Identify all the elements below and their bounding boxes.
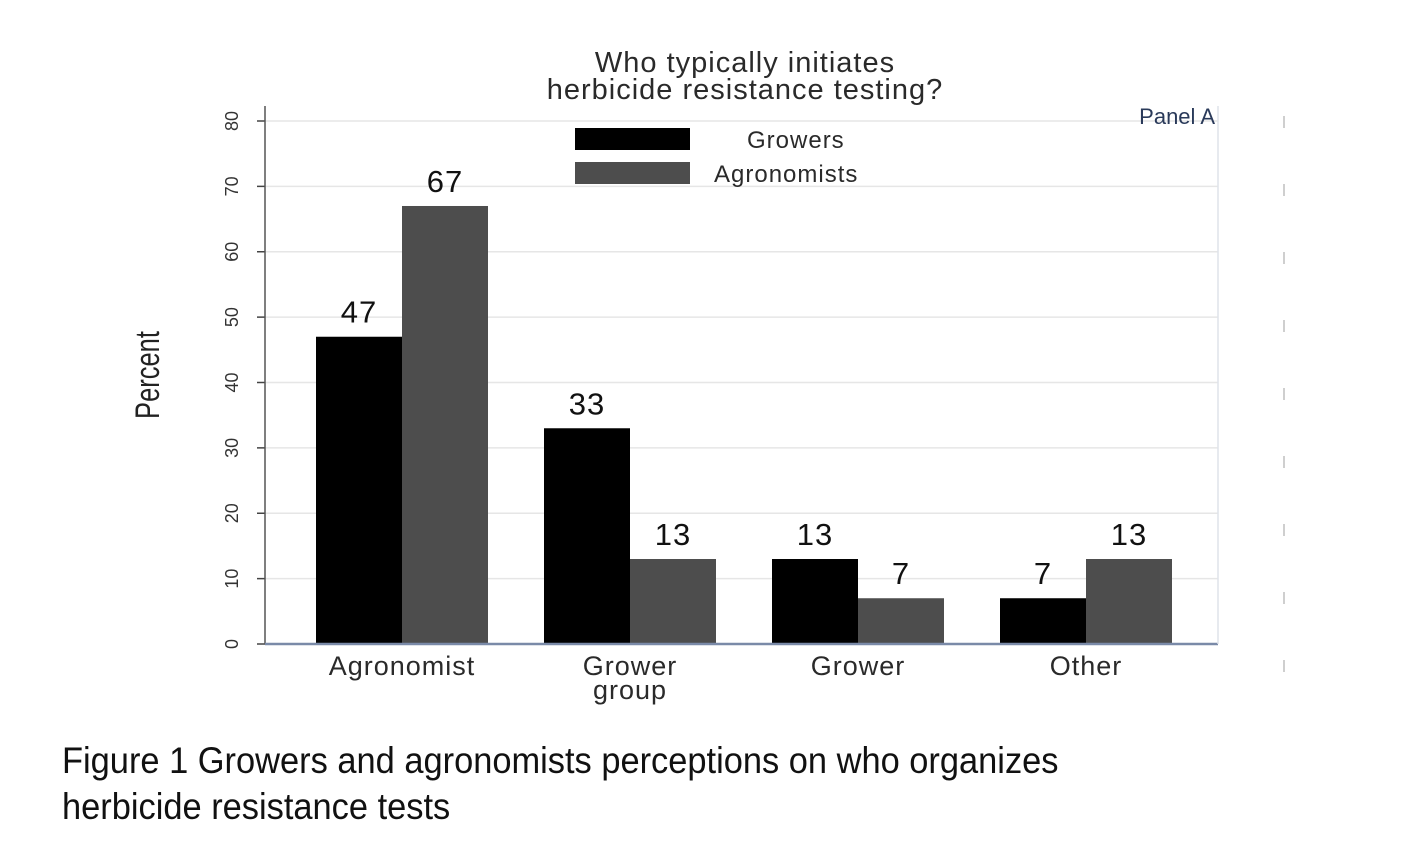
- y-tick-label: 20: [222, 503, 242, 523]
- y-tick-label: 30: [222, 438, 242, 458]
- bar-growers-2: [772, 559, 858, 644]
- figure-caption: Figure 1 Growers and agronomists percept…: [62, 738, 1271, 830]
- data-label: 13: [1111, 517, 1147, 552]
- y-tick-label: 40: [222, 372, 242, 392]
- chart-title-line: Who typically initiates: [595, 47, 895, 79]
- caption-line-1: Figure 1 Growers and agronomists percept…: [62, 740, 1059, 781]
- bar-growers-0: [316, 336, 402, 644]
- axes: [257, 106, 1285, 672]
- data-label: 7: [1034, 556, 1052, 591]
- data-label: 13: [797, 517, 833, 552]
- chart-title-line: herbicide resistance testing?: [547, 74, 944, 106]
- y-tick-label: 70: [222, 176, 242, 196]
- legend-label: Growers: [747, 127, 845, 154]
- labels: 0 10 20 30 40 50 60 70 80 47 33 13 7 67 13 7 13 Agronomis…: [130, 47, 1216, 705]
- legend-swatch: [575, 162, 690, 184]
- category-label: Agronomist: [329, 651, 476, 681]
- bar-growers-1: [544, 428, 630, 644]
- bar-agronomists-1: [630, 559, 716, 644]
- legend-swatch: [575, 128, 690, 150]
- bar-growers-3: [1000, 598, 1086, 644]
- y-tick-label: 50: [222, 307, 242, 327]
- category-label: Grower: [583, 651, 678, 681]
- caption-line-2: herbicide resistance tests: [62, 786, 451, 827]
- y-tick-label: 10: [222, 569, 242, 589]
- bars: [316, 205, 1172, 645]
- category-label: group: [593, 675, 667, 705]
- data-label: 33: [569, 386, 605, 421]
- panel-label: Panel A: [1139, 104, 1215, 129]
- category-label: Grower: [811, 651, 906, 681]
- y-tick-label: 60: [222, 242, 242, 262]
- bar-agronomists-2: [858, 598, 944, 644]
- bar-agronomists-0: [402, 205, 488, 645]
- data-label: 67: [427, 164, 463, 199]
- legend-label: Agronomists: [714, 161, 858, 188]
- category-label: Other: [1050, 651, 1123, 681]
- y-tick-label: 80: [222, 111, 242, 131]
- bar-chart: 0 10 20 30 40 50 60 70 80 47 33 13 7 67 13 7 13 Agronomis…: [130, 47, 1285, 705]
- y-axis-label: Percent: [130, 331, 167, 419]
- bar-agronomists-3: [1086, 559, 1172, 644]
- data-label: 7: [892, 556, 910, 591]
- data-label: 13: [655, 517, 691, 552]
- data-label: 47: [341, 295, 377, 330]
- y-tick-label: 0: [222, 639, 242, 649]
